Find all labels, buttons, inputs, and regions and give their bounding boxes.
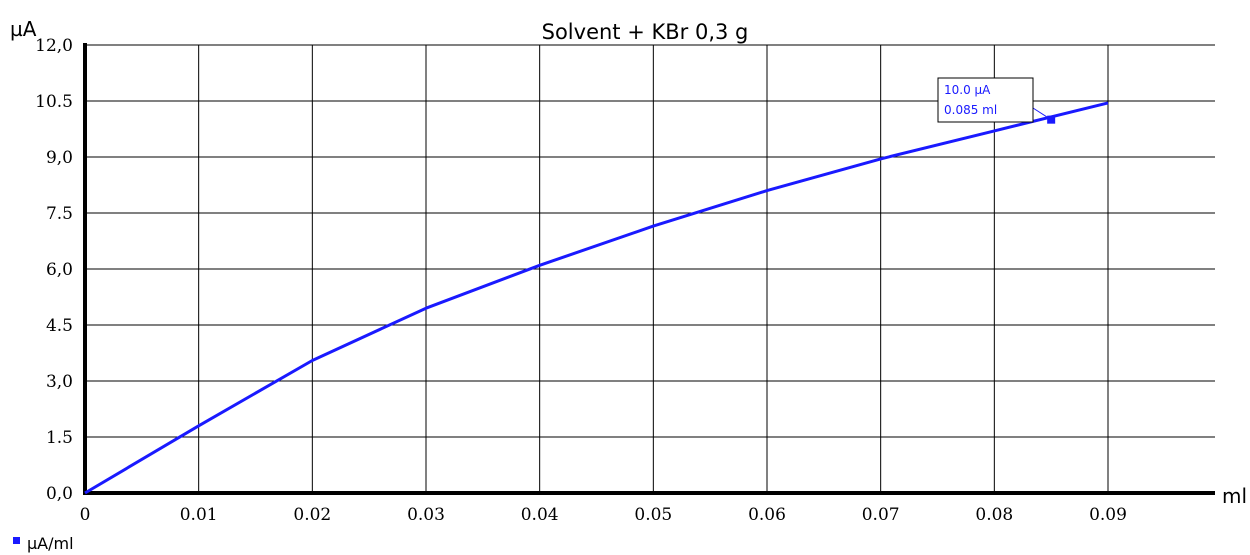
y-tick-label: 1.5 [46,428,73,448]
annotation-marker [1047,115,1056,124]
y-tick-label: 10.5 [35,92,73,112]
x-tick-label: 0 [80,505,91,525]
x-tick-label: 0.09 [1089,505,1127,525]
y-tick-label: 7.5 [46,204,73,224]
legend-label: µA/ml [27,534,74,553]
legend: µA/ml [13,534,74,553]
legend-marker [13,537,20,544]
x-tick-label: 0.04 [521,505,559,525]
x-axis-unit-label: ml [1222,484,1247,508]
x-tick-label: 0.02 [293,505,331,525]
x-tick-label: 0.03 [407,505,445,525]
x-tick-label: 0.06 [748,505,786,525]
y-tick-label: 6,0 [46,260,73,280]
y-tick-label: 3,0 [46,372,73,392]
x-tick-label: 0.01 [180,505,218,525]
x-tick-label: 0.08 [975,505,1013,525]
axes [83,43,1215,495]
y-axis-unit-label: µA [10,17,37,41]
series-line [84,101,1109,495]
y-tick-label: 9,0 [46,148,73,168]
series-layer [84,101,1109,495]
y-tick-label: 0,0 [46,484,73,504]
x-tick-labels: 0 0.01 0.02 0.03 0.04 0.05 0.06 0.07 0.08 0.09 [80,505,1127,525]
y-tick-labels: 0,0 1.5 3,0 4.5 6,0 7.5 9,0 10.5 12,0 [35,36,73,504]
annotation-box [937,77,1034,123]
x-tick-label: 0.05 [634,505,672,525]
y-tick-label: 12,0 [35,36,73,56]
y-tick-label: 4.5 [46,316,73,336]
grid [85,44,1215,493]
annotation-value-label: 10.0 µA [944,83,991,97]
annotation-x-label: 0.085 ml [944,103,997,117]
chart-title: Solvent + KBr 0,3 g [542,20,749,44]
x-tick-label: 0.07 [862,505,900,525]
annotation: 10.0 µA 0.085 ml [937,77,1056,124]
